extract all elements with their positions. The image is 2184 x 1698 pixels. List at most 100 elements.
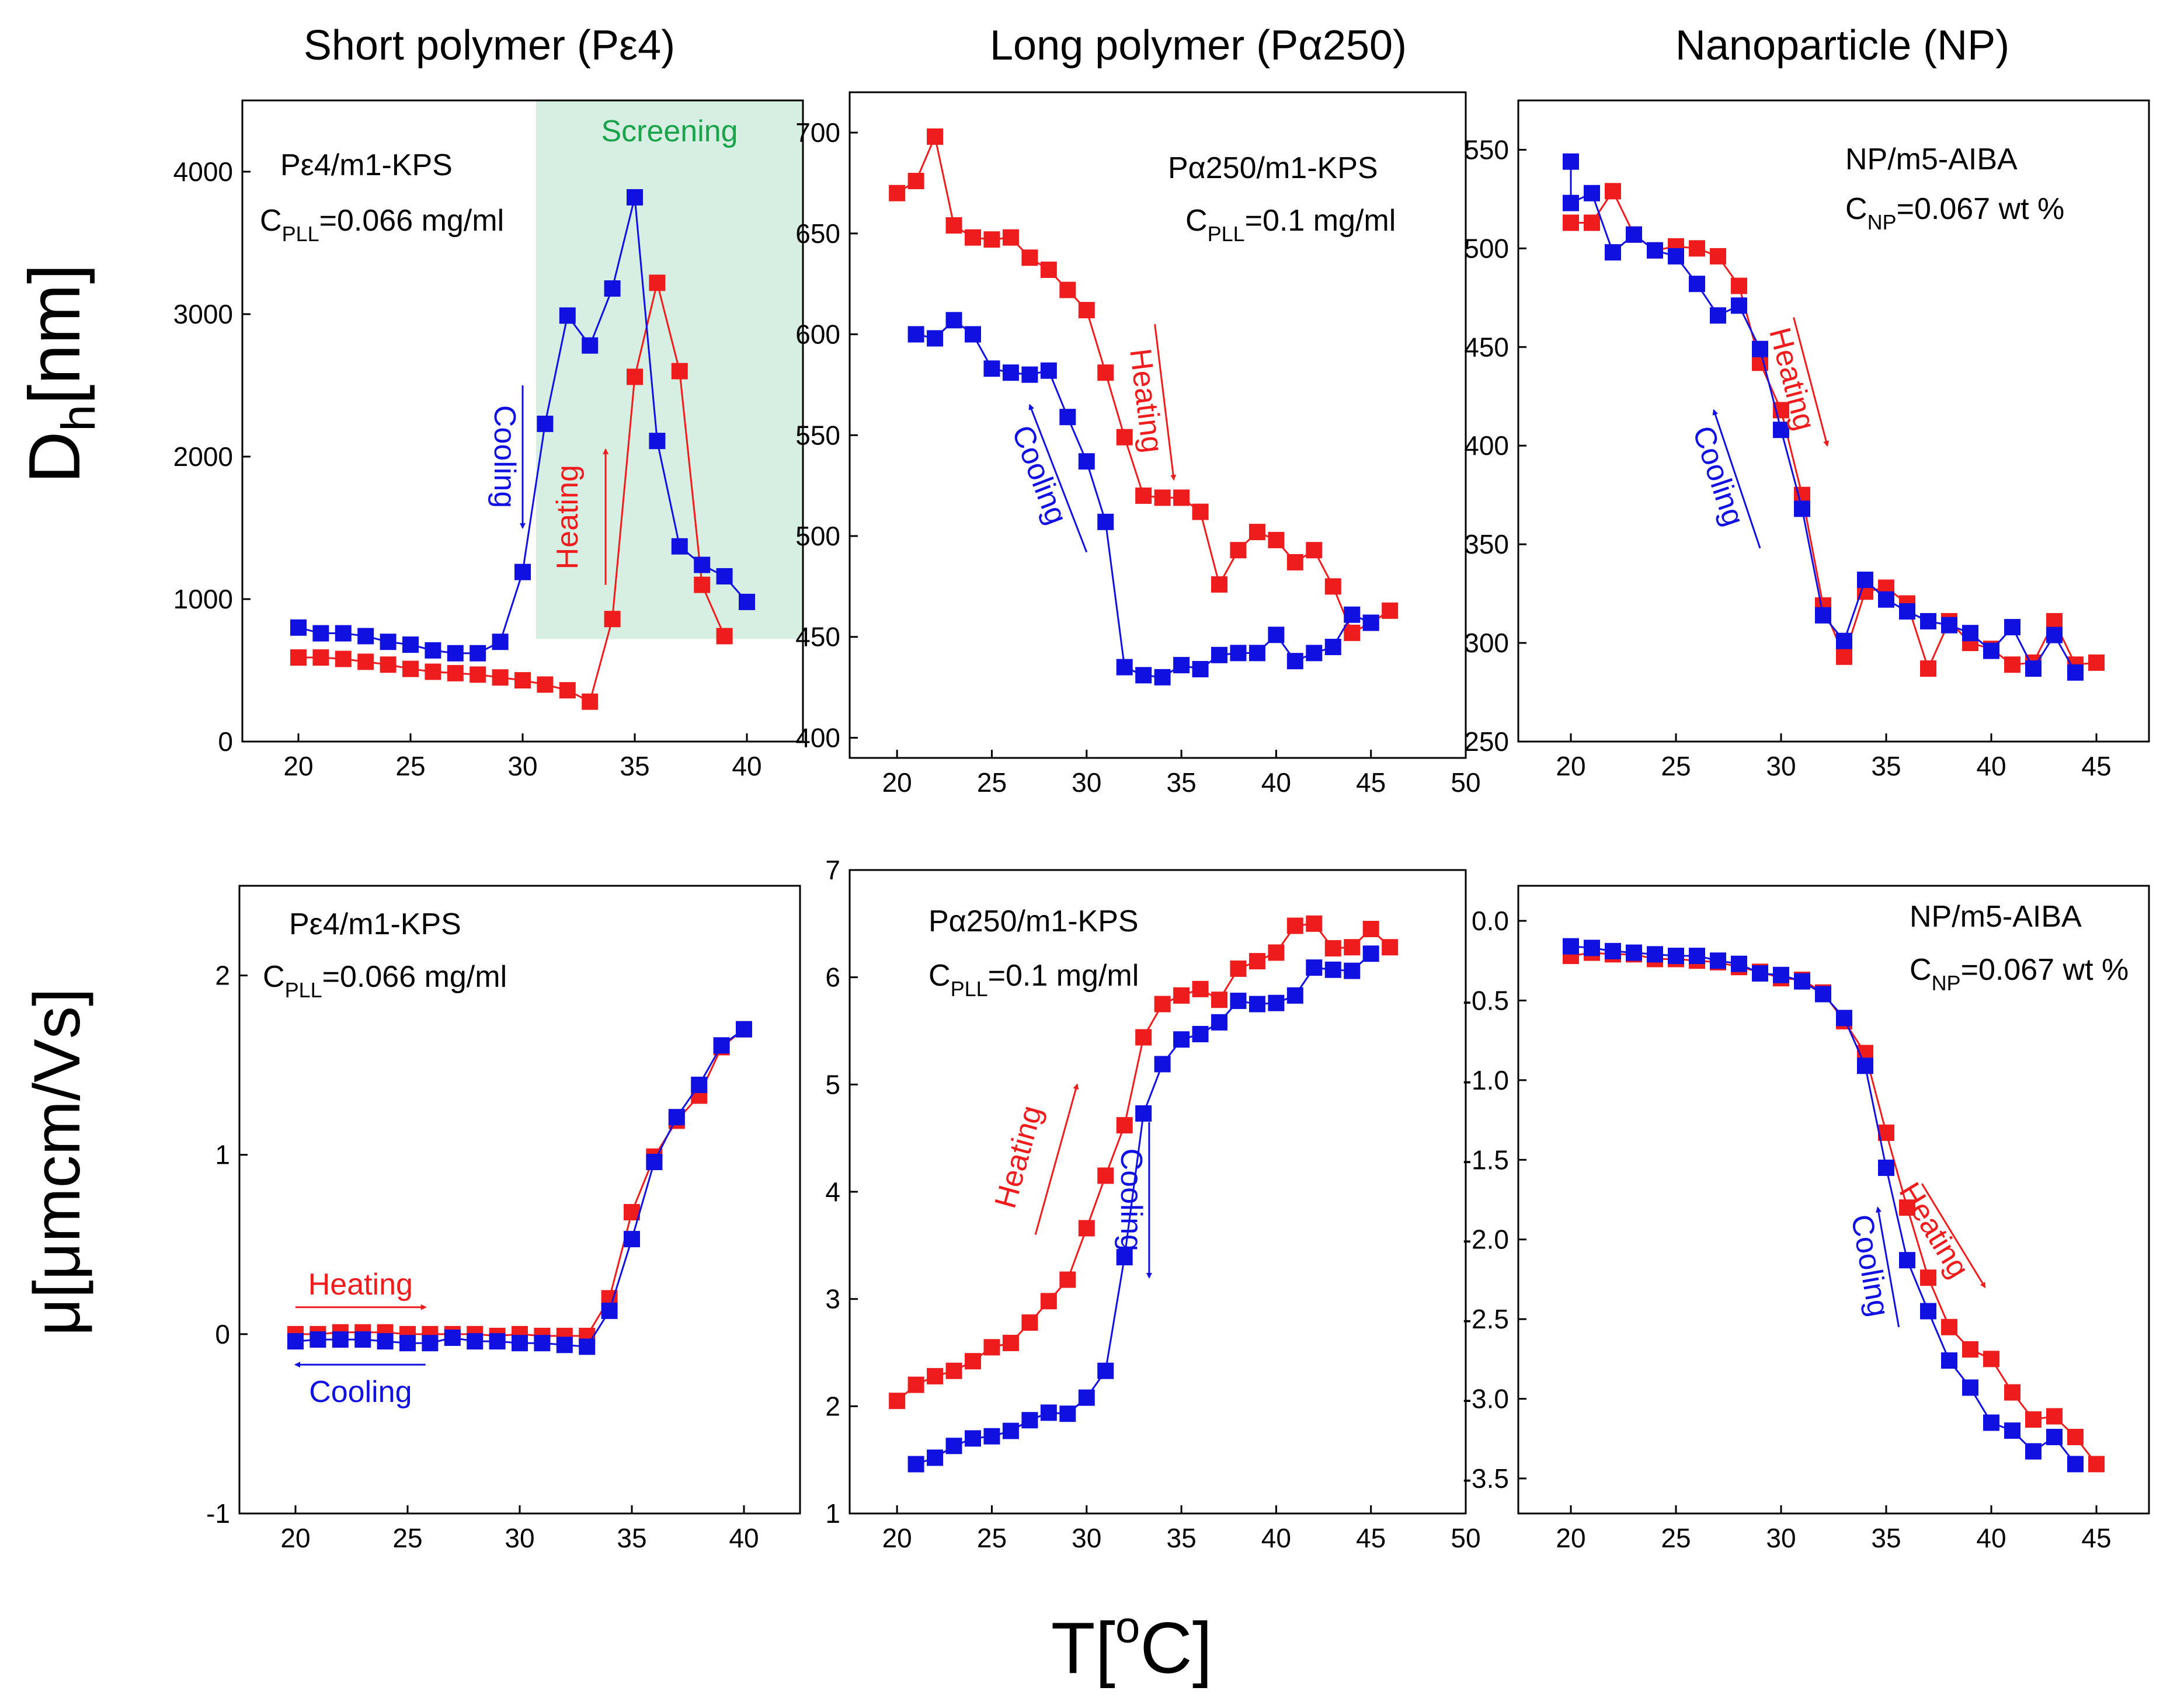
data-point-heating	[2088, 1456, 2105, 1473]
series-line-heating	[1571, 189, 2097, 671]
annotation-concentration: CNP=0.067 wt %	[1845, 192, 2064, 234]
data-point-cooling	[1116, 659, 1133, 676]
y-tick-label: 0	[218, 726, 233, 757]
panel-mu-np: 20 25 30 35 40 45 -3.5 -3.0 -2.5 -2.0 -1.5 -1.0 -0.5…	[1463, 885, 2150, 1553]
data-point-cooling	[1647, 242, 1663, 259]
y-tick-label: -3.0	[1463, 1384, 1509, 1414]
data-point-cooling	[1794, 500, 1810, 517]
data-point-cooling	[1689, 948, 1705, 965]
y-tick-label: 1	[215, 1140, 230, 1170]
data-point-cooling	[668, 1109, 685, 1126]
annotation-concentration-symbol: C	[1845, 192, 1867, 226]
x-tick-label: 45	[1356, 767, 1386, 798]
data-point-cooling	[1268, 627, 1285, 643]
data-point-heating	[1059, 1271, 1076, 1288]
data-point-cooling	[1097, 513, 1114, 530]
data-point-cooling	[1230, 645, 1247, 662]
x-tick-label: 30	[1766, 1523, 1796, 1553]
data-point-cooling	[965, 326, 981, 343]
data-point-cooling	[377, 1333, 394, 1350]
y-tick-label: 350	[1464, 529, 1509, 559]
y-tick-label: 500	[1464, 233, 1509, 263]
annotation-concentration-value: =0.066 mg/ml	[319, 204, 505, 238]
data-point-heating	[1324, 940, 1341, 957]
y-tick-label: 400	[1464, 430, 1509, 461]
panel-dh-long: 20 25 30 35 40 45 50 400 450 500 550 600 650 700 Pα250…	[795, 91, 1481, 798]
data-point-cooling	[335, 625, 352, 642]
annotation-concentration-subscript: PLL	[1208, 222, 1245, 246]
data-point-heating	[1249, 953, 1265, 970]
data-point-heating	[1983, 1351, 1999, 1368]
data-point-cooling	[1731, 297, 1747, 314]
data-point-heating	[1135, 487, 1152, 504]
annotation-sample: Pε4/m1-KPS	[289, 907, 461, 941]
data-point-cooling	[2025, 1443, 2042, 1460]
series-heating	[889, 915, 1399, 1410]
data-point-heating	[1192, 503, 1209, 520]
data-point-heating	[1249, 524, 1265, 541]
data-point-heating	[1324, 578, 1341, 595]
data-point-heating	[1563, 214, 1579, 231]
data-point-cooling	[1192, 1026, 1209, 1043]
x-tick-label: 35	[1871, 1523, 1901, 1553]
data-point-cooling	[1668, 248, 1684, 265]
annotation-concentration-subscript: PLL	[951, 977, 988, 1001]
panel-dh-short: Screening 20 25 30 35 40 0 1000 2000 3000 4000 Pε4/…	[173, 99, 804, 781]
y-tick-label: 2	[215, 961, 230, 991]
series-heating	[1563, 944, 2105, 1473]
data-point-heating	[2025, 1411, 2042, 1428]
data-point-cooling	[907, 1456, 924, 1473]
arrow-label-heating: Heating	[551, 465, 585, 569]
data-point-heating	[537, 676, 554, 693]
data-point-cooling	[1324, 639, 1341, 655]
y-tick-label: 250	[1464, 726, 1509, 757]
y-tick-label: -1.5	[1463, 1144, 1509, 1175]
data-point-cooling	[2046, 1429, 2063, 1446]
data-point-heating	[1078, 1220, 1095, 1237]
annotation-concentration-value: =0.066 mg/ml	[322, 960, 507, 994]
data-point-cooling	[627, 189, 643, 206]
data-point-heating	[312, 649, 329, 666]
y-tick-label: 600	[795, 319, 840, 350]
data-point-cooling	[1324, 961, 1341, 978]
data-point-cooling	[1920, 613, 1936, 629]
y-tick-label: 300	[1464, 628, 1509, 658]
y-tick-label: 1	[825, 1498, 840, 1529]
data-point-heating	[1002, 229, 1019, 246]
data-point-heating	[649, 274, 666, 291]
data-point-heating	[1021, 1314, 1038, 1331]
x-tick-label: 50	[1451, 1523, 1480, 1553]
data-point-heating	[559, 682, 576, 699]
data-point-cooling	[380, 634, 397, 650]
data-point-heating	[1382, 939, 1399, 956]
x-tick-label: 30	[1072, 1523, 1101, 1553]
data-point-cooling	[1983, 1414, 1999, 1431]
arrow-cooling	[1876, 1206, 1900, 1328]
annotation-sample: Pε4/m1-KPS	[280, 148, 453, 182]
x-axis-label-end: C]	[1140, 1608, 1212, 1689]
annotation-concentration-value: =0.1 mg/ml	[988, 959, 1139, 993]
data-point-cooling	[1362, 945, 1379, 962]
data-point-cooling	[1021, 1412, 1038, 1429]
data-point-cooling	[1116, 1249, 1133, 1266]
data-point-heating	[1135, 1029, 1152, 1046]
data-point-cooling	[1154, 669, 1171, 686]
data-point-cooling	[1268, 994, 1285, 1011]
series-line-cooling	[1570, 161, 2077, 673]
data-point-heating	[1689, 240, 1705, 257]
data-point-cooling	[927, 330, 944, 347]
data-point-heating	[1059, 281, 1076, 298]
annotation-concentration-subscript: PLL	[282, 222, 319, 246]
annotation-concentration: CPLL=0.066 mg/ml	[263, 960, 507, 1002]
data-point-heating	[604, 611, 621, 628]
data-point-cooling	[514, 563, 531, 580]
data-point-heating	[694, 576, 711, 593]
y-tick-label: 450	[795, 622, 840, 652]
x-tick-label: 25	[392, 1523, 422, 1553]
x-tick-label: 25	[395, 751, 425, 781]
data-point-heating	[1306, 542, 1323, 559]
data-point-heating	[1154, 489, 1171, 506]
x-tick-label: 40	[1261, 1523, 1291, 1553]
